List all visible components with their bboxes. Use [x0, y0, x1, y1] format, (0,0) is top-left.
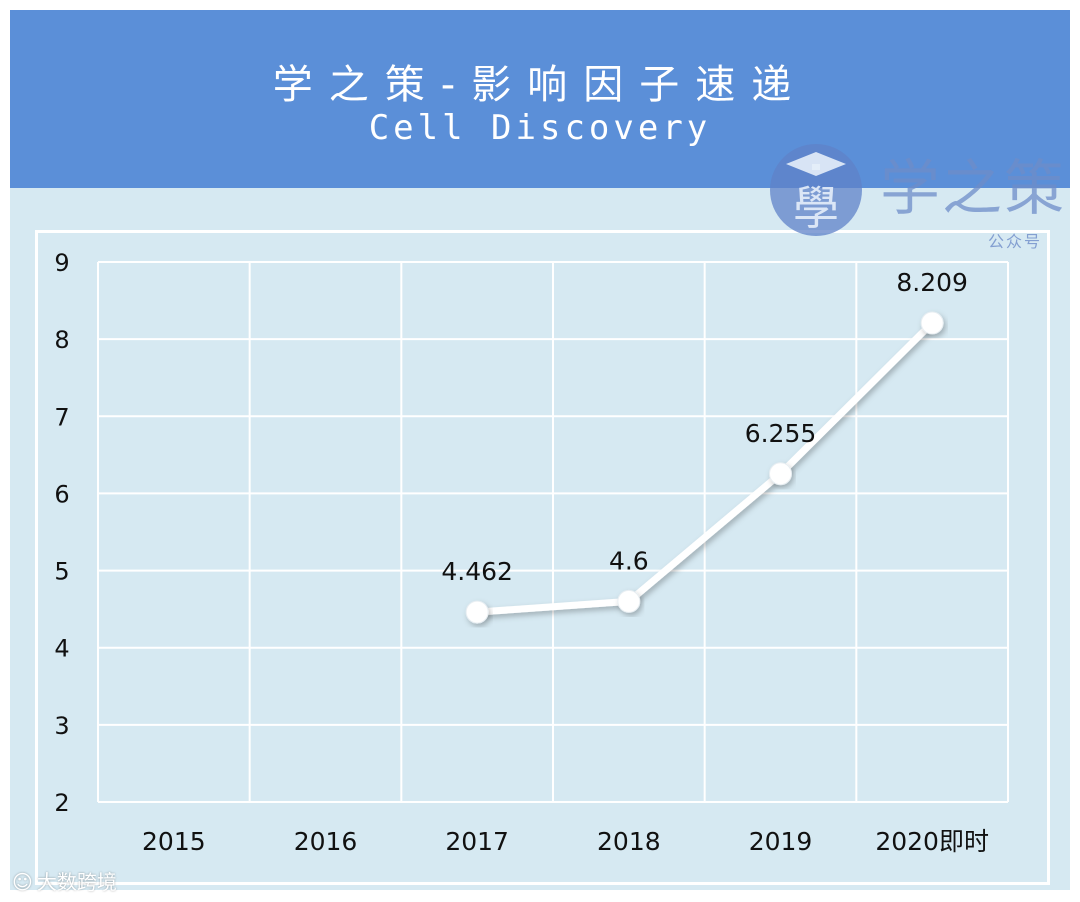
weibo-icon: ☺ [12, 870, 33, 894]
data-labels: 4.462 4.6 6.255 8.209 [441, 268, 968, 586]
x-tick-label: 2017 [445, 827, 509, 856]
data-label: 8.209 [896, 268, 968, 297]
header-banner: 学之策-影响因子速递 Cell Discovery [10, 10, 1070, 188]
line-chart: 2 3 4 5 6 7 8 9 2015 2016 2017 2018 2019 2020即时 4.462… [54, 249, 1009, 856]
footer-watermark-text: 大数跨境 [36, 870, 117, 894]
x-tick-label: 2020即时 [875, 827, 989, 856]
y-tick-label: 5 [54, 558, 69, 586]
chart-card: 学之策-影响因子速递 Cell Discovery 2 3 4 5 6 7 8 9 2015 20… [10, 10, 1070, 890]
y-tick-label: 7 [54, 403, 69, 431]
chart-title: 学之策-影响因子速递 [272, 62, 808, 108]
x-tick-label: 2019 [749, 827, 813, 856]
series-polyline [473, 319, 936, 616]
data-label: 4.6 [609, 546, 649, 575]
y-tick-label: 6 [54, 480, 69, 508]
data-point [920, 311, 944, 335]
logo-badge-char: 學 [793, 181, 839, 235]
footer-watermark: ☺ 大数跨境 [12, 866, 117, 895]
logo-caption: 公众号 [988, 232, 1043, 251]
y-tick-label: 3 [54, 712, 69, 740]
chart-subtitle: Cell Discovery [368, 108, 712, 148]
y-tick-label: 9 [54, 249, 69, 277]
x-tick-label: 2018 [597, 827, 661, 856]
grid-lines [97, 261, 1009, 803]
axis-labels: 2 3 4 5 6 7 8 9 2015 2016 2017 2018 2019 2020即时 [54, 249, 989, 856]
data-label: 6.255 [745, 419, 817, 448]
plot-frame [35, 230, 1050, 885]
data-point [769, 462, 792, 486]
logo-badge-icon: 學 [770, 144, 862, 236]
brand-logo: 學 学之策 公众号 [768, 138, 1064, 258]
data-label: 4.462 [441, 557, 513, 586]
logo-name: 学之策 [880, 154, 1066, 224]
y-tick-label: 8 [54, 326, 69, 354]
x-tick-label: 2016 [294, 827, 358, 856]
data-point [617, 589, 641, 613]
y-tick-label: 2 [54, 789, 69, 817]
x-tick-label: 2015 [142, 827, 206, 856]
data-point [465, 600, 489, 624]
y-tick-label: 4 [54, 635, 69, 663]
series-line [465, 311, 944, 624]
